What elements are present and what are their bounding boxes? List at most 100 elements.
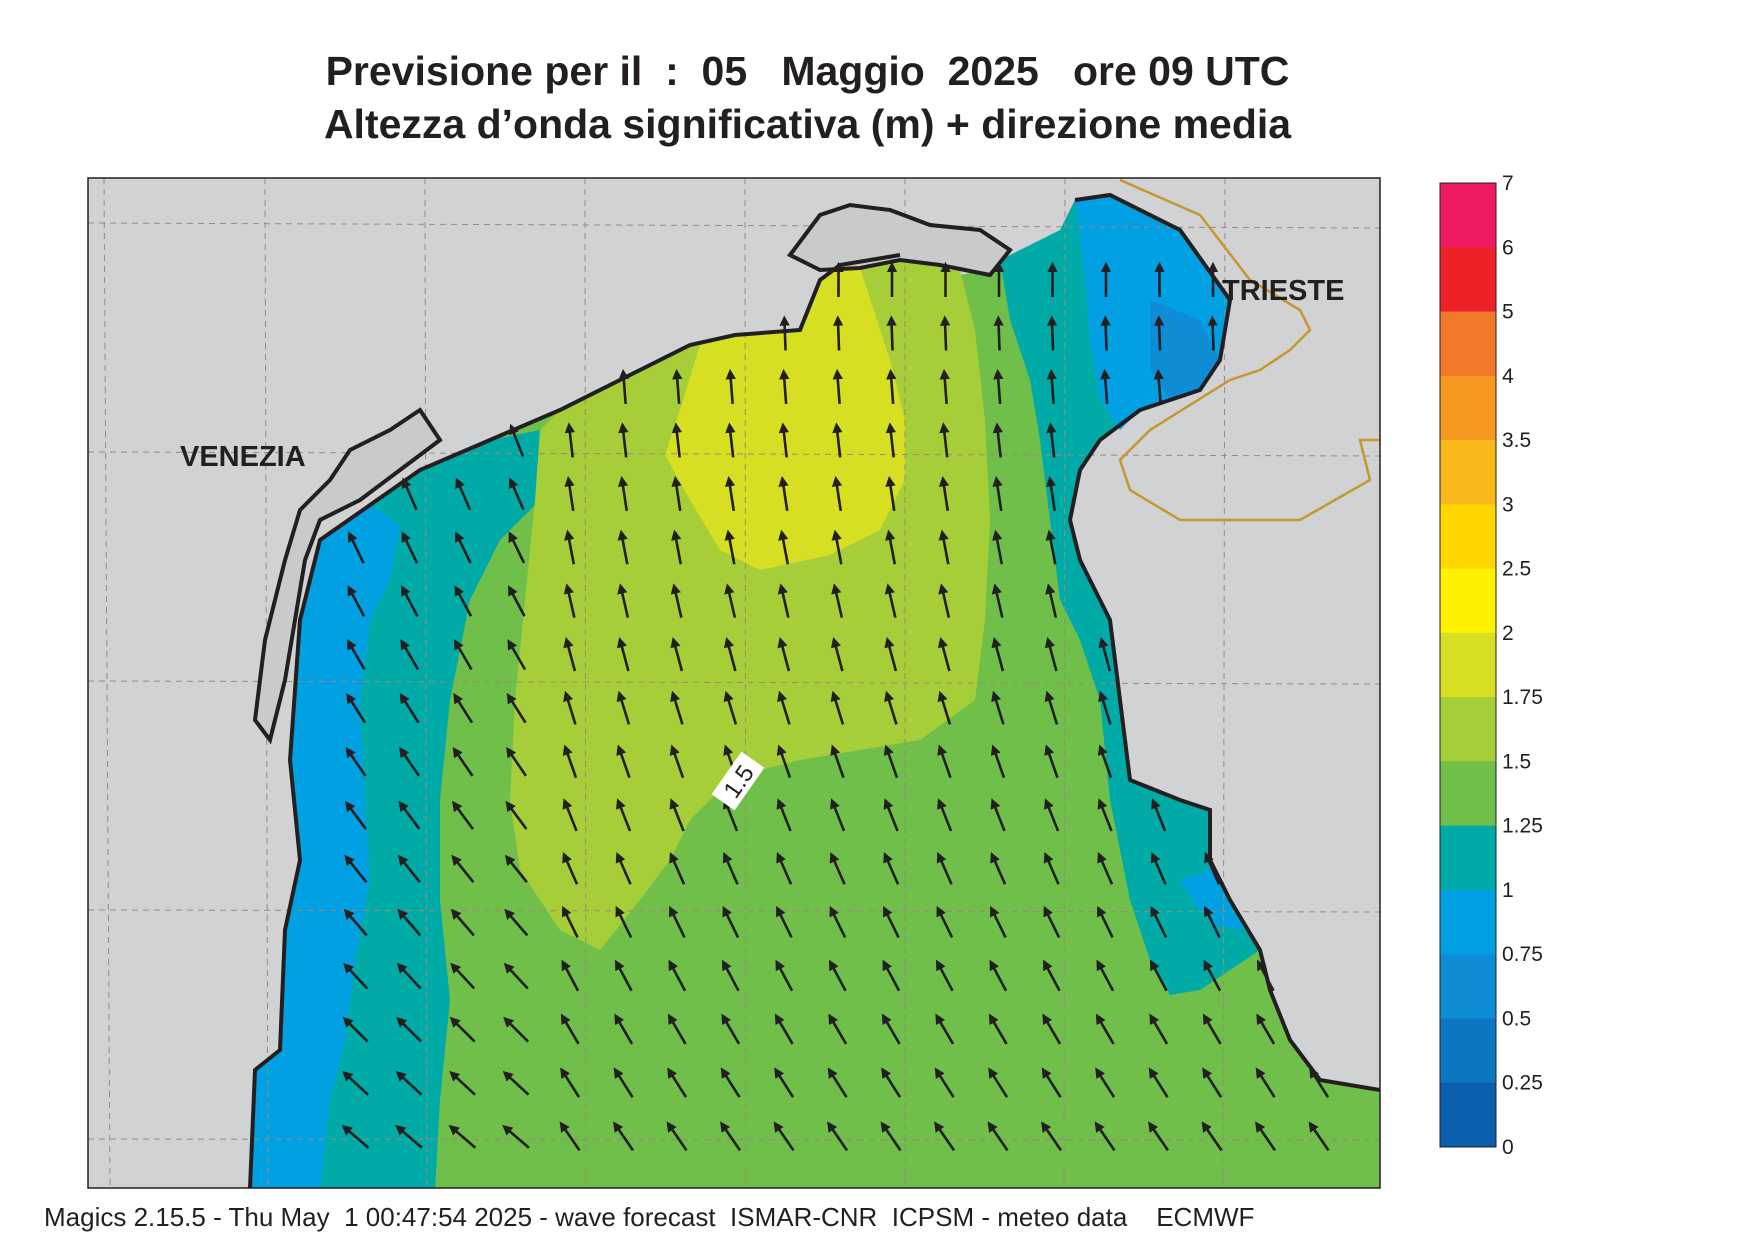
direction-arrow bbox=[400, 639, 420, 671]
direction-arrow bbox=[452, 746, 474, 777]
direction-arrow bbox=[672, 368, 683, 405]
band-blue-southeast bbox=[1180, 870, 1245, 930]
direction-arrow bbox=[616, 744, 631, 779]
direction-arrow bbox=[774, 1013, 794, 1045]
colorbar-tick-label: 7 bbox=[1502, 172, 1514, 195]
direction-arrow bbox=[502, 1070, 530, 1096]
direction-arrow bbox=[883, 798, 899, 832]
direction-arrow bbox=[1202, 1013, 1222, 1045]
direction-arrow bbox=[668, 959, 687, 992]
direction-arrow bbox=[1207, 315, 1218, 351]
direction-arrow bbox=[344, 800, 367, 830]
direction-arrow bbox=[1044, 636, 1058, 672]
direction-arrow bbox=[776, 852, 793, 885]
direction-arrow bbox=[720, 1067, 741, 1098]
direction-arrow bbox=[987, 1121, 1009, 1152]
direction-arrow bbox=[725, 422, 736, 458]
direction-arrow bbox=[1097, 905, 1114, 939]
colorbar-tick-label: 1.25 bbox=[1502, 815, 1543, 838]
direction-arrow bbox=[883, 852, 900, 885]
direction-arrow bbox=[617, 529, 629, 565]
colorbar-swatch bbox=[1440, 183, 1496, 248]
direction-arrow bbox=[455, 531, 472, 564]
direction-arrow bbox=[939, 368, 950, 405]
direction-arrow bbox=[344, 854, 368, 884]
colorbar-swatch bbox=[1440, 761, 1496, 827]
direction-arrow bbox=[778, 476, 789, 512]
direction-arrow bbox=[1094, 1121, 1116, 1152]
direction-arrow bbox=[669, 905, 686, 939]
direction-arrow bbox=[397, 854, 421, 884]
direction-arrow bbox=[829, 852, 846, 885]
direction-arrow bbox=[667, 1067, 688, 1098]
direction-arrow bbox=[395, 1124, 423, 1149]
direction-arrow bbox=[396, 962, 422, 990]
direction-arrow bbox=[453, 639, 473, 671]
direction-arrows bbox=[341, 261, 1330, 1152]
direction-arrow bbox=[1100, 368, 1111, 405]
direction-arrow bbox=[779, 315, 790, 351]
direction-arrow bbox=[1046, 368, 1057, 405]
direction-arrow bbox=[883, 905, 900, 939]
direction-arrow bbox=[670, 636, 684, 672]
direction-arrow bbox=[1255, 1121, 1277, 1152]
direction-arrow bbox=[1044, 744, 1059, 779]
direction-arrow bbox=[616, 798, 632, 832]
direction-arrow bbox=[397, 908, 422, 937]
direction-arrow bbox=[1042, 1013, 1062, 1045]
direction-arrow bbox=[830, 690, 845, 725]
title-line-2: Altezza d’onda significativa (m) + direz… bbox=[323, 101, 1292, 147]
direction-arrow bbox=[724, 583, 737, 618]
direction-arrow bbox=[617, 583, 630, 618]
direction-arrow bbox=[560, 1067, 581, 1098]
direction-arrow bbox=[455, 477, 472, 511]
direction-arrow bbox=[342, 1016, 369, 1043]
direction-arrow bbox=[562, 852, 579, 885]
direction-arrow bbox=[613, 1067, 634, 1098]
direction-arrow bbox=[615, 959, 633, 992]
colorbar-tick-label: 2.5 bbox=[1502, 558, 1531, 581]
direction-arrow bbox=[830, 798, 846, 832]
direction-arrow bbox=[1043, 852, 1060, 885]
direction-arrow bbox=[1041, 1067, 1062, 1098]
direction-arrow bbox=[992, 422, 1004, 458]
direction-arrow bbox=[721, 1013, 741, 1045]
direction-arrow bbox=[1041, 1121, 1063, 1152]
colorbar-swatch bbox=[1440, 954, 1496, 1019]
direction-arrow bbox=[722, 852, 739, 885]
direction-arrow bbox=[563, 636, 577, 672]
direction-arrow bbox=[343, 908, 368, 937]
direction-arrow bbox=[509, 423, 525, 457]
direction-arrow bbox=[395, 1070, 423, 1096]
direction-arrow bbox=[777, 583, 790, 618]
band-teal-east bbox=[1000, 195, 1260, 995]
direction-arrow bbox=[724, 476, 736, 512]
direction-arrow bbox=[451, 800, 474, 830]
direction-arrow bbox=[671, 529, 683, 565]
direction-arrow bbox=[618, 368, 629, 405]
direction-arrow bbox=[935, 1013, 955, 1045]
trieste-coast bbox=[786, 202, 1013, 278]
colorbar-swatch bbox=[1440, 504, 1496, 570]
direction-arrow bbox=[506, 746, 528, 777]
direction-arrow bbox=[1201, 1121, 1223, 1152]
direction-arrow bbox=[343, 962, 369, 990]
direction-arrow bbox=[1256, 1013, 1276, 1045]
direction-arrow bbox=[670, 583, 683, 618]
direction-arrow bbox=[884, 583, 897, 618]
direction-arrow bbox=[937, 690, 952, 725]
direction-arrow bbox=[401, 477, 418, 511]
direction-arrow bbox=[1045, 529, 1057, 565]
direction-arrow bbox=[829, 959, 847, 992]
direction-arrow bbox=[773, 1121, 795, 1152]
direction-arrow bbox=[831, 476, 843, 512]
direction-arrow bbox=[1153, 315, 1165, 351]
colorbar-frame bbox=[1439, 182, 1497, 1148]
colorbar-tick-label: 3.5 bbox=[1502, 429, 1531, 452]
colorbar-swatch bbox=[1440, 311, 1496, 377]
direction-arrow bbox=[885, 476, 896, 512]
direction-arrow bbox=[504, 854, 528, 884]
direction-arrow bbox=[1043, 959, 1061, 992]
colorbar-tick-label: 2 bbox=[1502, 622, 1514, 645]
direction-arrow bbox=[778, 529, 790, 565]
